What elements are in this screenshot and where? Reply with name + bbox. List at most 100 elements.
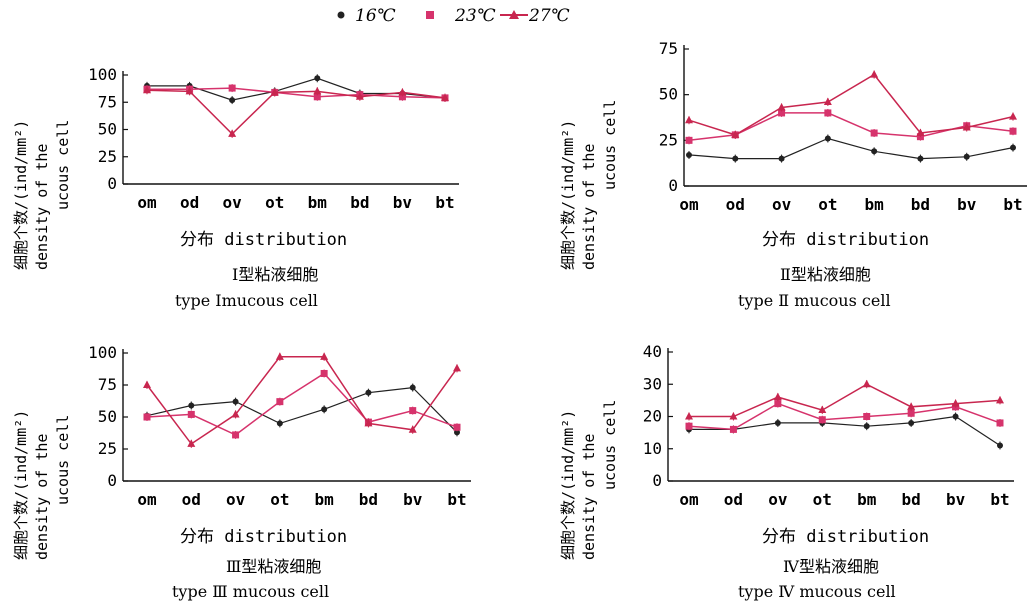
panel-3-point-23-ov <box>232 431 240 439</box>
panel-4-ytick-label-0: 0 <box>652 471 662 490</box>
panel-2-series-23-line <box>688 112 1014 142</box>
panel-2-point-16-bm <box>871 148 878 155</box>
panel-1-ylabel-en: density of the <box>33 144 51 270</box>
panel-3-point-23-om <box>143 413 151 421</box>
panel-4-ylabel-cn: 细胞个数/(ind/mm²) <box>559 410 577 560</box>
panel-2-point-27-ot <box>823 97 832 105</box>
panel-1-title: Ⅰ型粘液细胞 <box>232 265 318 284</box>
panel-2-series-27-line <box>688 73 1014 136</box>
panel-3-point-23-bv <box>409 407 417 415</box>
panel-2-point-16-om <box>686 151 692 158</box>
panel-1-xtick-label-od: od <box>180 193 199 212</box>
legend-item-27: 27℃ <box>500 6 570 26</box>
panel-1-point-27-bt <box>441 93 449 101</box>
panel-1-point-27-bd <box>355 92 364 100</box>
panel-1-ytick-label-100: 100 <box>88 65 117 84</box>
panel-1-point-23-bv <box>398 93 406 101</box>
panel-2-ylabel-en: density of the <box>580 144 598 270</box>
panel-4-point-27-ot <box>818 405 827 414</box>
panel-1-point-23-ov <box>228 84 236 92</box>
panel-1-ylabel-en2: ucous cell <box>54 120 72 210</box>
panel-3-ytick-label-50: 50 <box>98 407 117 426</box>
legend-marker-23 <box>426 11 434 19</box>
panel-1-xtick-label-om: om <box>137 193 157 212</box>
legend-item-16: 16℃ <box>337 6 396 26</box>
panel-2-ytick-label-50: 50 <box>659 85 678 104</box>
panel-2-point-16-ot <box>824 135 831 142</box>
panel-4-series-23-line <box>688 402 1001 431</box>
panel-3-title: Ⅲ型粘液细胞 <box>226 557 321 576</box>
panel-2-ylabel-en2: ucous cell <box>601 100 619 190</box>
panel-4-xtick-label-bd: bd <box>902 490 921 509</box>
panel-4-point-23-om <box>685 422 693 430</box>
panel-2-xtick-label-bm: bm <box>865 195 885 214</box>
panel-2-point-27-bv <box>962 123 971 131</box>
panel-3-xtick-label-ot: ot <box>270 490 289 509</box>
panel-4-point-23-od <box>729 425 737 433</box>
panel-3-point-27-bd <box>364 418 373 427</box>
panel-4-point-16-bt <box>997 442 1003 449</box>
panel-1-point-23-bm <box>313 93 321 101</box>
panel-2-xtick-label-om: om <box>679 195 699 214</box>
panel-4-point-23-ov <box>774 400 782 408</box>
panel-4-xlabel: 分布 distribution <box>762 527 929 547</box>
panel-4-xtick-label-od: od <box>724 490 743 509</box>
panel-4-ytick-label-20: 20 <box>643 407 662 426</box>
panel-2-xtick-label-ot: ot <box>818 195 837 214</box>
panel-4-series-16-line <box>689 415 1001 447</box>
panel-1-point-27-od <box>185 86 194 95</box>
panel-2-point-16-bv <box>963 153 970 160</box>
panel-2-xtick-label-ov: ov <box>772 195 792 214</box>
panel-4-point-23-bd <box>907 409 915 417</box>
panel-type-2: 细胞个数/(ind/mm²) density of the ucous cell… <box>559 39 1027 310</box>
panel-1-point-27-bm <box>313 86 322 95</box>
panel-1-point-16-ov <box>229 97 236 104</box>
panel-4-ylabel-en: density of the <box>580 434 598 560</box>
panel-2-point-27-bm <box>870 70 879 78</box>
panel-2-xtick-label-bv: bv <box>957 195 977 214</box>
panel-3-point-27-bt <box>453 363 461 372</box>
panel-1-xlabel: 分布 distribution <box>180 230 347 250</box>
panel-3-point-23-bt <box>453 423 461 431</box>
panel-1-point-27-ot <box>270 87 279 96</box>
panel-3-point-27-od <box>187 439 196 447</box>
panel-4-xtick-label-bv: bv <box>946 490 966 509</box>
panel-4-point-27-ov <box>773 392 782 401</box>
legend: 16℃ 23℃ 27℃ <box>337 6 570 26</box>
panel-3-point-23-ot <box>276 398 284 406</box>
panel-type-3: 细胞个数/(ind/mm²) density of the ucous cell… <box>12 343 471 601</box>
panel-3-point-27-ot <box>275 352 284 360</box>
panel-4-series-27 <box>685 379 1004 421</box>
panel-2-point-27-bt <box>1009 112 1017 120</box>
panel-3-point-16-bt <box>454 429 460 436</box>
panel-2-xtick-label-bt: bt <box>1003 195 1022 214</box>
panel-type-1: 细胞个数/(ind/mm²) density of the ucous cell… <box>12 65 459 310</box>
panel-3-series-27 <box>143 352 461 448</box>
panel-2-point-23-bt <box>1009 127 1017 135</box>
panel-2-ytick-label-25: 25 <box>659 130 678 149</box>
panel-2-ytick-label-75: 75 <box>659 39 678 58</box>
panel-4-point-23-bm <box>863 413 871 420</box>
panel-3-point-16-ot <box>276 420 283 427</box>
panel-2-series-16 <box>686 134 1016 163</box>
panel-1-point-16-bm <box>314 75 321 82</box>
panel-4-plot: 0 10 20 30 40 om od ov ot bm bd bv bt <box>643 342 1014 509</box>
panel-4-point-16-bm <box>863 423 870 430</box>
legend-label-16: 16℃ <box>355 6 396 26</box>
panel-4-xtick-label-ov: ov <box>768 490 788 509</box>
panel-3-series-27-line <box>146 356 458 445</box>
panel-2-point-27-bd <box>916 128 925 137</box>
panel-3-xtick-label-od: od <box>182 490 201 509</box>
legend-marker-16 <box>337 11 345 19</box>
panel-3-ytick-label-100: 100 <box>88 343 117 362</box>
panel-4-point-23-ot <box>818 416 826 424</box>
panel-2-xtick-label-od: od <box>726 195 745 214</box>
panel-4-ylabel-en2: ucous cell <box>601 400 619 490</box>
panel-2-series-27 <box>685 70 1017 139</box>
panel-1-ytick-label-0: 0 <box>107 174 117 193</box>
panel-1-point-27-ov <box>228 129 237 137</box>
panel-3-xlabel: 分布 distribution <box>180 527 347 547</box>
panel-2-point-27-om <box>685 115 693 124</box>
panel-1-xtick-label-bt: bt <box>435 193 454 212</box>
panel-4-title: Ⅳ型粘液细胞 <box>783 557 879 576</box>
